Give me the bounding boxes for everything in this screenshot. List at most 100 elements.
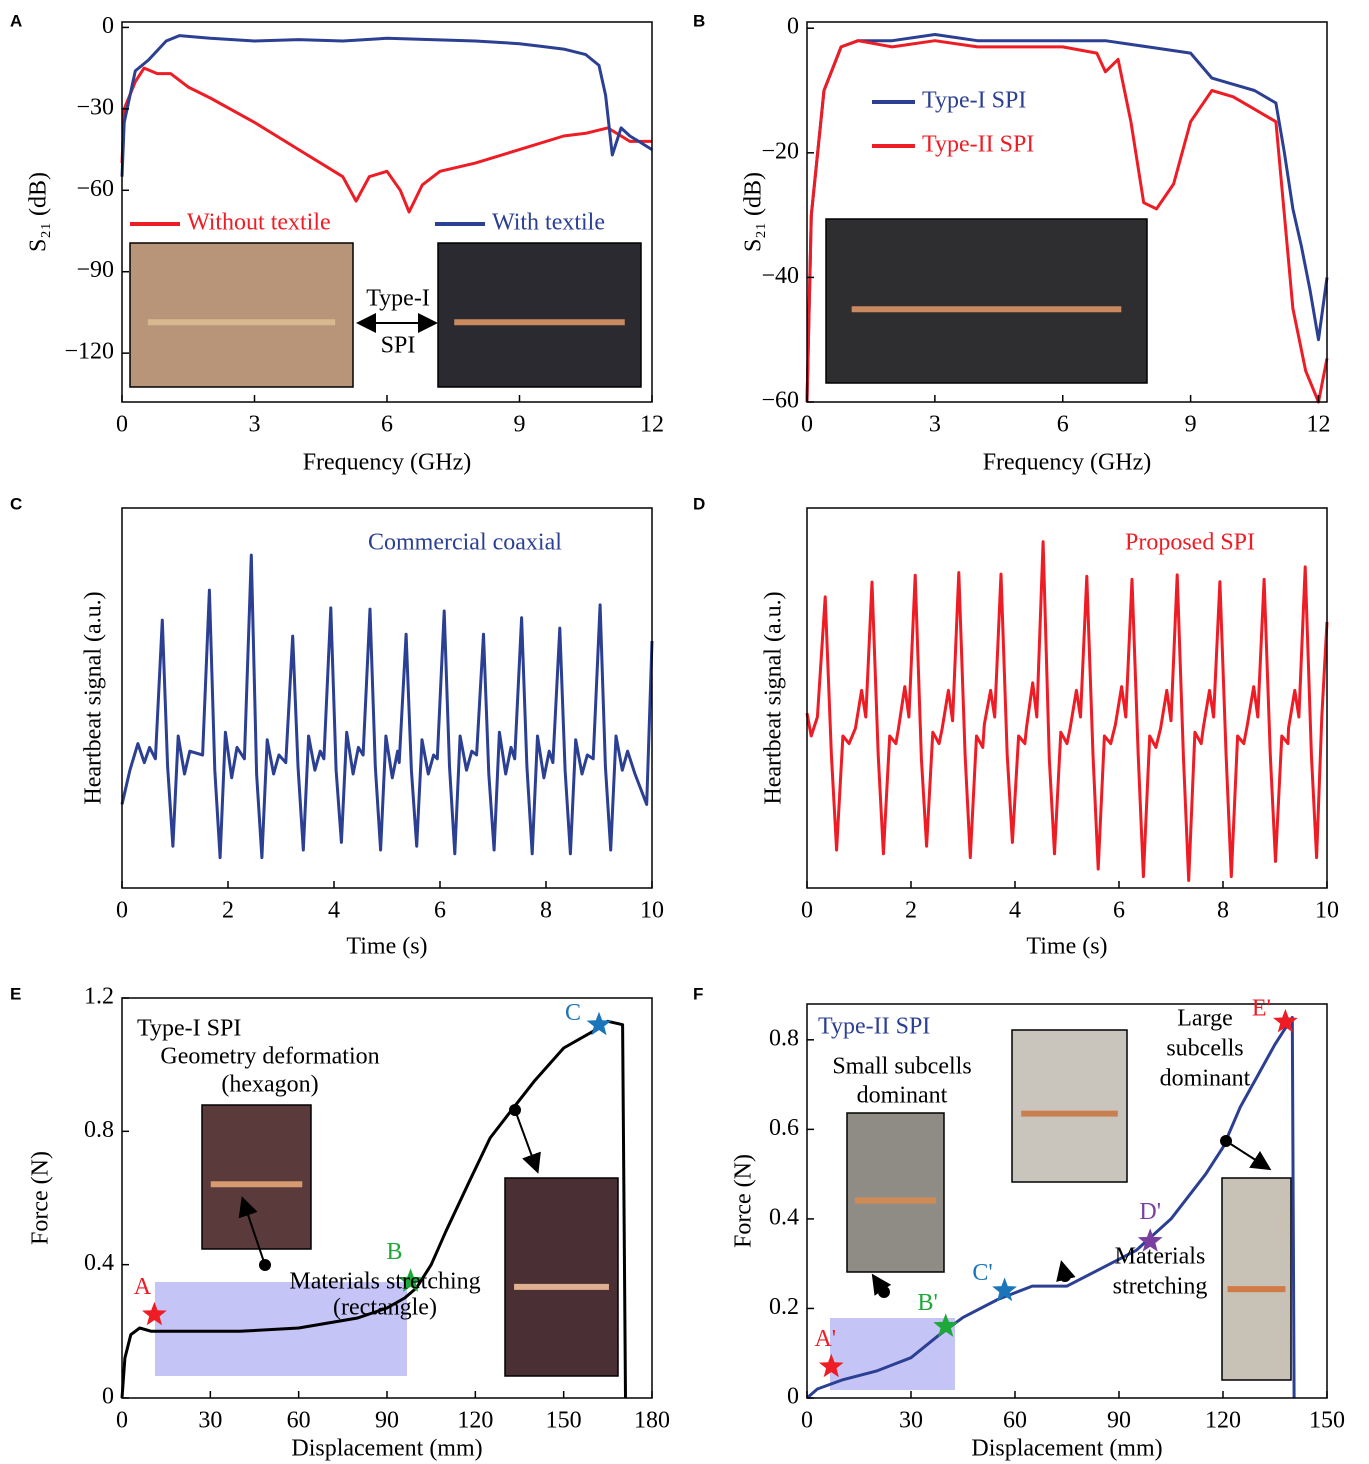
annotation: subcells	[1166, 1036, 1243, 1062]
panel-letter: A	[10, 11, 22, 30]
star-marker	[933, 1313, 958, 1337]
x-tick-label: 150	[1309, 1408, 1345, 1434]
x-tick-label: 0	[801, 412, 813, 438]
y-tick-label: −40	[761, 263, 799, 289]
x-tick-label: 0	[801, 1408, 813, 1434]
panel-letter: E	[10, 984, 21, 1003]
x-tick-label: 120	[1205, 1408, 1241, 1434]
star-marker	[1137, 1228, 1163, 1252]
plot-frame	[806, 507, 1328, 889]
pointer-dot	[1220, 1135, 1232, 1147]
y-tick-label: 0	[102, 1384, 114, 1410]
annotation: Geometry deformation	[160, 1044, 379, 1070]
x-axis-label: Time (s)	[1026, 934, 1107, 960]
annotation: dominant	[857, 1083, 948, 1109]
x-tick-label: 8	[1217, 898, 1229, 924]
x-tick-label: 3	[929, 412, 941, 438]
star-marker	[398, 1268, 423, 1292]
x-tick-label: 60	[287, 1408, 311, 1434]
inset-photo	[201, 1104, 312, 1250]
annotation: dominant	[1160, 1066, 1251, 1092]
x-tick-label: 30	[198, 1408, 222, 1434]
x-tick-label: 8	[540, 898, 552, 924]
pointer-dot	[878, 1286, 890, 1298]
panel: A Without textile With textile 0 3 6 9 12 0 −30 −6…	[10, 11, 664, 475]
star-marker	[992, 1277, 1017, 1302]
inset-photo	[437, 242, 642, 388]
data-line	[120, 34, 653, 177]
x-tick-label: 150	[546, 1408, 582, 1434]
x-tick-label: 3	[249, 412, 261, 438]
x-tick-label: 60	[1003, 1408, 1027, 1434]
x-axis-label: Frequency (GHz)	[303, 450, 472, 476]
x-axis-label: Time (s)	[346, 934, 427, 960]
x-tick-label: 0	[116, 412, 128, 438]
star-marker	[142, 1301, 167, 1326]
x-tick-label: 4	[1009, 898, 1021, 924]
x-axis-label: Displacement (mm)	[971, 1436, 1162, 1462]
inset-photo	[1221, 1177, 1292, 1381]
x-tick-label: 4	[328, 898, 340, 924]
data-line	[805, 540, 1329, 882]
inset-photo	[825, 218, 1148, 384]
y-tick-label: 0	[787, 14, 799, 40]
legend-label: Without textile	[187, 210, 331, 236]
x-tick-label: 9	[1185, 412, 1197, 438]
x-tick-label: 12	[1306, 412, 1330, 438]
inset-photo	[1011, 1029, 1128, 1183]
x-tick-label: 90	[1107, 1408, 1131, 1434]
x-tick-label: 2	[905, 898, 917, 924]
y-tick-label: −120	[64, 339, 114, 365]
inset-photo	[846, 1112, 945, 1273]
star-marker	[586, 1011, 612, 1036]
marker-label: C	[565, 1000, 581, 1026]
marker-label: E'	[1252, 995, 1271, 1021]
y-axis-label: S₂₁ (dB)	[741, 172, 767, 252]
star-marker	[818, 1353, 844, 1378]
marker-label: A	[134, 1274, 152, 1300]
annotation: (hexagon)	[221, 1072, 318, 1098]
annotation: Small subcells	[832, 1054, 971, 1080]
y-axis-label: S₂₁ (dB)	[26, 172, 52, 252]
annotation: SPI	[381, 333, 416, 359]
pointer-arrow	[238, 1196, 266, 1266]
y-tick-label: −30	[76, 94, 114, 120]
y-tick-label: 0.2	[769, 1294, 799, 1320]
x-tick-label: 6	[381, 412, 393, 438]
y-tick-label: 0.8	[84, 1117, 114, 1143]
annotation: Proposed SPI	[1125, 530, 1255, 556]
panel-letter: C	[10, 494, 22, 513]
x-tick-label: 120	[457, 1408, 493, 1434]
annotation: Type-I SPI	[137, 1016, 241, 1042]
x-tick-label: 90	[375, 1408, 399, 1434]
y-tick-label: −60	[76, 176, 114, 202]
annotation: Materials stretching	[289, 1269, 480, 1295]
x-tick-label: 6	[434, 898, 446, 924]
marker-label: B	[387, 1239, 403, 1265]
x-tick-label: 9	[514, 412, 526, 438]
pointer-dot	[509, 1104, 521, 1116]
marker-label: A'	[814, 1326, 836, 1352]
panel: B Type-I SPI Type-II SPI 0 3 6 9 12 0 −20 −40 −60 Fr…	[693, 11, 1330, 475]
x-tick-label: 12	[640, 412, 664, 438]
pointer-arrow	[1225, 1140, 1272, 1171]
legend-label: Type-II SPI	[922, 132, 1034, 158]
annotation: Type-II SPI	[818, 1014, 930, 1040]
y-tick-label: 0.4	[769, 1204, 799, 1230]
x-tick-label: 0	[116, 1408, 128, 1434]
y-axis-label: Force (N)	[28, 1151, 54, 1245]
y-axis-label: Force (N)	[731, 1154, 757, 1248]
y-tick-label: 0.8	[769, 1025, 799, 1051]
panel: E 0 30 60 90 120 150 180 0 0.4 0.8 1.2 Displacement …	[10, 984, 670, 1462]
data-line	[805, 39, 1329, 404]
star-marker	[1273, 1008, 1298, 1033]
y-tick-label: 0.6	[769, 1115, 799, 1141]
data-line	[120, 66, 652, 214]
annotation: (rectangle)	[333, 1295, 437, 1321]
x-tick-label: 180	[634, 1408, 670, 1434]
panel: D 0 2 4 6 8 10 Time (s) Heartbeat signal (a.u.) P…	[693, 494, 1339, 959]
inset-photo	[129, 242, 354, 388]
legend-label: Type-I SPI	[922, 88, 1026, 114]
x-tick-label: 30	[899, 1408, 923, 1434]
